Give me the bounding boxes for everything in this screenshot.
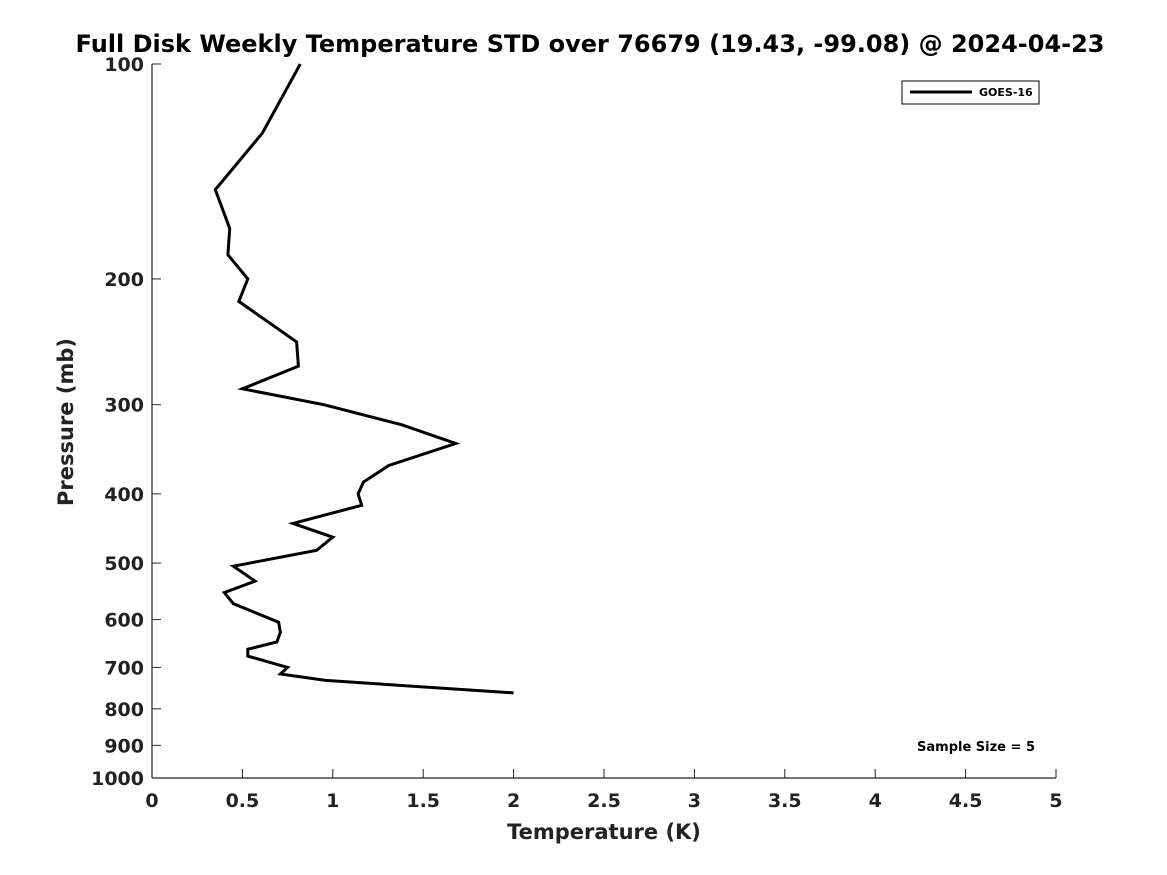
y-tick-label: 900: [104, 735, 144, 757]
x-tick-label: 3: [688, 790, 701, 812]
y-tick-label: 500: [104, 553, 144, 575]
x-axis-label: Temperature (K): [507, 820, 701, 844]
y-tick-label: 100: [104, 54, 144, 76]
y-tick-label: 600: [104, 610, 144, 632]
x-tick-label: 3.5: [768, 790, 802, 812]
x-tick-label: 0.5: [226, 790, 260, 812]
x-tick-label: 1.5: [406, 790, 440, 812]
x-tick-label: 1: [326, 790, 339, 812]
legend-label: GOES-16: [979, 86, 1033, 99]
x-tick-label: 2: [507, 790, 520, 812]
y-axis-label: Pressure (mb): [54, 338, 78, 506]
y-tick-label: 200: [104, 269, 144, 291]
x-tick-label: 5: [1049, 790, 1062, 812]
y-tick-label: 800: [104, 699, 144, 721]
sample-size-annotation: Sample Size = 5: [917, 740, 1035, 755]
y-tick-label: 700: [104, 657, 144, 679]
y-tick-label: 400: [104, 484, 144, 506]
y-tick-label: 1000: [91, 768, 144, 790]
x-tick-label: 2.5: [587, 790, 621, 812]
ticks: 0 0.5 1 1.5 2 2.5 3 3.5 4 4.5 5 100 200 300 400 500 600 7…: [91, 54, 1063, 812]
series-line-goes-16: [213, 63, 514, 695]
x-tick-label: 0: [145, 790, 158, 812]
legend: GOES-16: [901, 80, 1040, 105]
y-tick-label: 300: [104, 395, 144, 417]
chart-title: Full Disk Weekly Temperature STD over 76…: [76, 30, 1105, 58]
x-tick-label: 4.5: [949, 790, 983, 812]
series-group: [213, 63, 514, 695]
axes: [151, 64, 1056, 779]
x-tick-label: 4: [869, 790, 882, 812]
